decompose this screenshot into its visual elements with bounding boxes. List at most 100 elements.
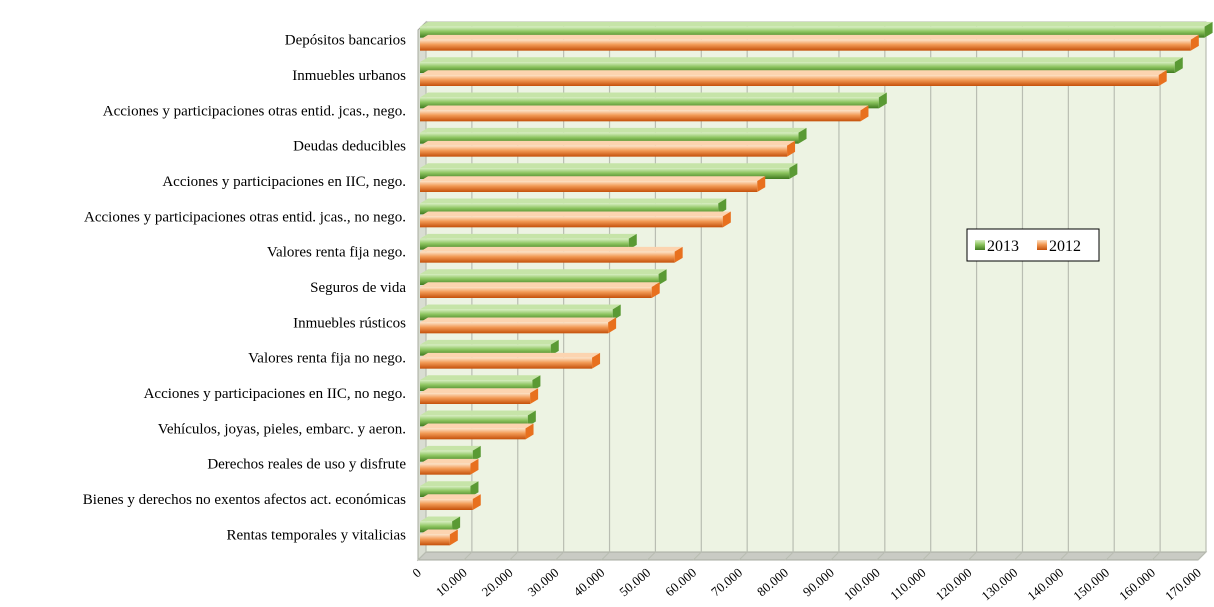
bar-end-face [787, 140, 796, 157]
gridline-floor [830, 551, 840, 561]
x-tick-label: 170.000 [1162, 565, 1204, 604]
bar-front-face [420, 521, 453, 533]
x-tick-label: 150.000 [1070, 565, 1112, 604]
bar-2013 [420, 516, 461, 533]
gridline-floor [509, 551, 519, 561]
x-tick-label: 120.000 [933, 565, 975, 604]
gridline-floor [784, 551, 794, 561]
bar-end-face [718, 198, 727, 215]
bar-front-face [420, 97, 879, 109]
bar-2012 [420, 352, 601, 369]
gridline-floor [417, 551, 427, 561]
bar-front-face [420, 238, 629, 250]
bar-front-face [420, 357, 593, 369]
bar-2013 [420, 410, 536, 427]
bar-front-face [420, 181, 758, 192]
bar-front-face [420, 39, 1191, 51]
bar-front-face [420, 26, 1205, 38]
bar-end-face [628, 233, 637, 250]
x-tick-label: 90.000 [800, 565, 837, 599]
bar-front-face [420, 203, 719, 215]
bar-end-face [470, 481, 479, 497]
bar-end-face [1158, 70, 1167, 86]
bar-2013 [420, 163, 798, 179]
bar-2012 [420, 70, 1167, 86]
bar-2013 [420, 375, 541, 391]
bar-top-face [420, 529, 458, 535]
bar-front-face [420, 450, 473, 462]
bar-front-face [420, 415, 528, 427]
bar-top-face [420, 445, 481, 451]
category-label: Inmuebles rústicos [293, 315, 406, 331]
bar-end-face [592, 352, 601, 369]
bar-2012 [420, 423, 534, 440]
legend-label-2012: 2012 [1049, 238, 1081, 255]
x-tick-label: 160.000 [1116, 565, 1158, 604]
bar-front-face [420, 75, 1159, 86]
bar-front-face [420, 251, 675, 263]
bar-top-face [420, 269, 667, 274]
legend-swatch-2012 [1037, 240, 1047, 250]
gridline-floor [1059, 551, 1069, 561]
gridline-floor [601, 551, 610, 561]
bar-front-face [420, 393, 531, 404]
bar-top-face [420, 410, 536, 416]
bar-2013 [420, 127, 807, 144]
bar-top-face [420, 339, 559, 345]
bar-end-face [651, 282, 660, 298]
x-tick-label: 0 [409, 565, 424, 581]
bar-2013 [420, 21, 1213, 38]
x-tick-label: 110.000 [887, 565, 929, 603]
bar-top-face [420, 317, 617, 323]
bar-top-face [420, 92, 887, 98]
bar-top-face [420, 458, 479, 464]
bar-2012 [420, 317, 617, 334]
bar-2012 [420, 458, 479, 475]
bar-front-face [420, 499, 473, 510]
x-tick-label: 70.000 [708, 565, 745, 599]
bar-top-face [420, 140, 796, 146]
category-label: Deudas deducibles [293, 139, 406, 155]
x-tick-label: 50.000 [616, 565, 653, 599]
legend-box [966, 228, 1100, 262]
bar-top-face [420, 34, 1199, 40]
gridline-floor [738, 551, 748, 561]
bar-end-face [449, 529, 458, 546]
bar-end-face [757, 176, 766, 192]
bar-top-face [420, 352, 601, 358]
gridline-floor [968, 551, 977, 561]
category-label: Bienes y derechos no exentos afectos act… [83, 492, 406, 508]
bar-2013 [420, 233, 637, 250]
bar-front-face [420, 274, 659, 285]
category-label: Seguros de vida [310, 280, 406, 296]
category-label: Inmuebles urbanos [292, 68, 406, 84]
bar-2012 [420, 176, 766, 192]
bar-end-face [550, 339, 559, 356]
category-label: Vehículos, joyas, pieles, embarc. y aero… [158, 421, 406, 437]
x-tick-label: 20.000 [479, 565, 516, 599]
bar-end-face [612, 304, 621, 321]
bar-2012 [420, 140, 796, 157]
bar-end-face [532, 375, 541, 391]
bar-end-face [527, 410, 536, 427]
bar-2013 [420, 339, 559, 356]
bar-top-face [420, 481, 479, 486]
bar-2013 [420, 304, 621, 321]
bar-top-face [420, 282, 660, 287]
gridline-floor [463, 551, 473, 561]
bar-front-face [420, 287, 652, 298]
bar-2012 [420, 34, 1199, 51]
bar-top-face [420, 246, 683, 252]
bar-top-face [420, 21, 1213, 27]
bar-end-face [674, 246, 683, 263]
floor [416, 551, 1208, 561]
gridline-floor [1197, 551, 1207, 561]
category-label: Acciones y participaciones otras entid. … [103, 103, 406, 119]
bar-2013 [420, 445, 481, 462]
bar-end-face [1174, 57, 1183, 73]
bar-end-face [860, 105, 869, 122]
x-tick-label: 60.000 [662, 565, 699, 599]
bar-2013 [420, 269, 667, 285]
bar-2012 [420, 388, 539, 404]
